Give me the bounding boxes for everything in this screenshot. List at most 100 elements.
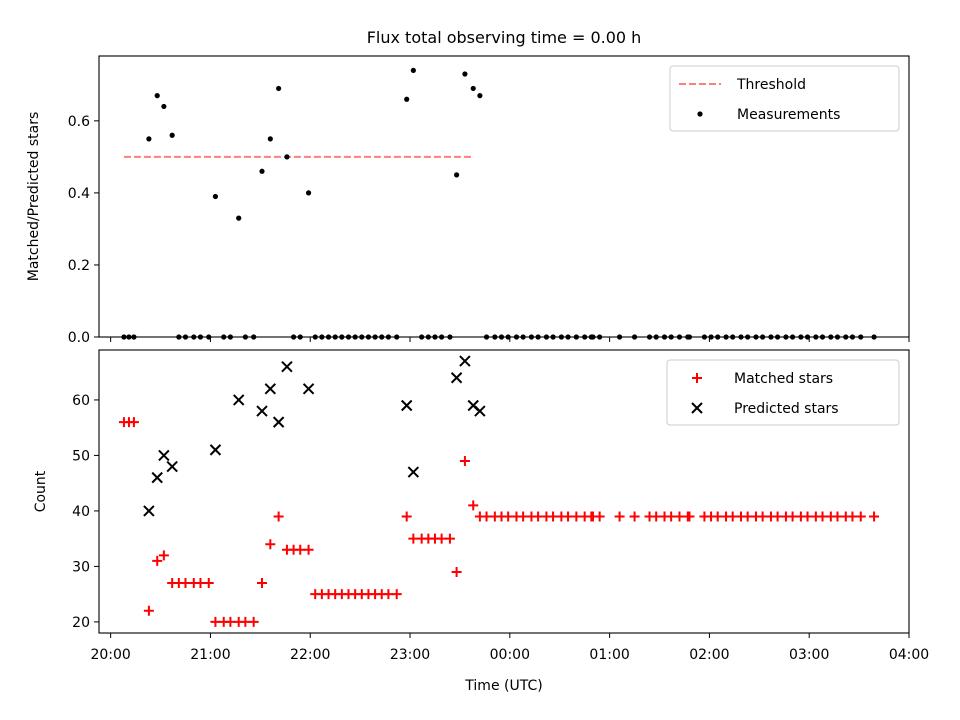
y-tick-label: 30 [72, 559, 90, 575]
chart-title: Flux total observing time = 0.00 h [367, 28, 642, 47]
measurement-point [653, 334, 659, 340]
measurement-point [197, 334, 204, 340]
measurement-point [276, 85, 282, 92]
measurement-point [775, 334, 781, 340]
y-tick-label: 0.0 [68, 330, 90, 346]
predicted-point [474, 405, 486, 417]
measurement-point [843, 334, 849, 340]
measurement-point [745, 334, 751, 340]
measurement-point [352, 334, 358, 340]
matched-point [143, 605, 154, 616]
measurement-point [573, 334, 579, 340]
predicted-point [302, 383, 315, 395]
x-tick-label: 20:00 [90, 647, 130, 663]
measurement-point [760, 334, 766, 340]
measurement-point [462, 71, 468, 77]
matched-point [303, 544, 314, 555]
measurement-point [267, 136, 273, 142]
measurement-point [191, 334, 197, 340]
measurement-point [597, 334, 603, 340]
measurement-point [419, 334, 425, 340]
measurement-point [305, 190, 312, 196]
measurement-point [676, 334, 683, 340]
measurement-point [284, 154, 290, 160]
measurement-point [715, 334, 721, 340]
measurement-point [379, 334, 385, 340]
legend-frame [666, 359, 900, 426]
matched-point [203, 578, 214, 589]
matched-point [265, 539, 276, 550]
measurement-point [365, 334, 372, 340]
measurement-point [259, 168, 265, 174]
measurement-point [332, 334, 338, 340]
measurement-point [242, 334, 248, 340]
legend-measurement-swatch [697, 111, 703, 117]
measurement-point [543, 334, 550, 340]
measurement-point [819, 334, 826, 340]
measurement-point [359, 334, 365, 340]
measurement-point [146, 136, 152, 142]
predicted-point [209, 444, 222, 456]
matched-point [256, 578, 267, 589]
matched-point [629, 511, 640, 522]
measurement-point [290, 334, 297, 340]
count-panel: 20 30 40 50 60 20:00 21:00 22:00 23:00 00:00 01:00… [33, 349, 929, 663]
measurement-point [212, 193, 219, 200]
measurement-point [394, 334, 400, 340]
predicted-point [143, 505, 155, 517]
measurement-point [858, 334, 864, 340]
legend: Matched stars Predicted stars [666, 359, 900, 426]
measurement-point [631, 334, 638, 340]
measurement-point [813, 334, 819, 340]
matched-point [158, 550, 169, 561]
measurement-point [661, 334, 668, 340]
x-tick-label: 21:00 [190, 647, 230, 663]
measurement-point [227, 334, 233, 340]
measurement-point [483, 334, 490, 340]
predicted-point [450, 372, 463, 384]
predicted-point [256, 405, 268, 417]
measurement-point [236, 215, 242, 221]
measurement-point [182, 334, 189, 340]
matched-point [855, 511, 866, 522]
legend-label: Threshold [736, 77, 806, 93]
measurement-point [477, 93, 483, 99]
measurement-point [492, 334, 498, 340]
measurement-point [804, 334, 811, 340]
measurement-point [558, 334, 564, 340]
measurement-point [849, 334, 856, 340]
measurement-point [221, 334, 227, 340]
x-tick-label: 02:00 [689, 647, 729, 663]
measurement-point [798, 334, 804, 340]
x-tick-label: 00:00 [490, 647, 530, 663]
plot-frame [98, 349, 910, 634]
predicted-point [264, 383, 277, 395]
matched-point [684, 511, 695, 522]
matched-point [459, 455, 470, 466]
legend-matched-swatch [692, 373, 702, 383]
measurement-point [520, 334, 526, 340]
measurement-point [701, 334, 708, 340]
measurement-point [783, 334, 789, 340]
y-tick-label: 0.6 [68, 114, 90, 130]
measurement-point [319, 334, 325, 340]
legend-predicted-swatch [691, 402, 703, 414]
measurement-point [345, 334, 352, 340]
measurement-point [828, 334, 834, 340]
x-tick-label: 22:00 [290, 647, 330, 663]
measurement-point [789, 334, 796, 340]
measurement-point [339, 334, 345, 340]
x-axis-label: Time (UTC) [464, 678, 542, 694]
measurement-point [206, 334, 212, 340]
measurement-point [528, 334, 535, 340]
y-tick-label: 0.2 [68, 258, 90, 274]
measurement-point [582, 334, 588, 340]
measurement-point [513, 334, 520, 340]
matched-point [444, 533, 455, 544]
measurement-point [453, 172, 460, 178]
predicted-point [151, 471, 163, 484]
predicted-point [281, 360, 293, 373]
measurement-point [312, 334, 318, 340]
measurement-point [126, 334, 132, 340]
predicted-point [158, 449, 170, 462]
